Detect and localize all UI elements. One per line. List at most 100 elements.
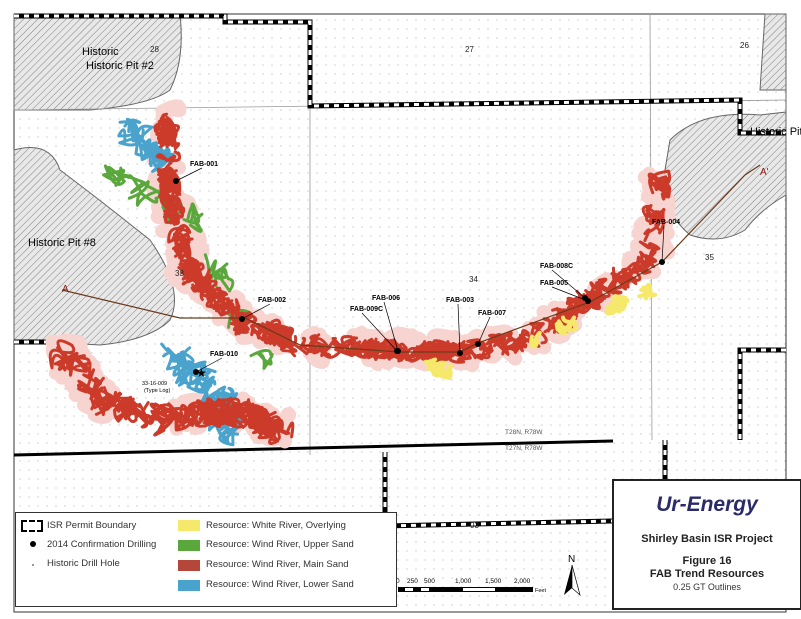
lower-sand-outline (176, 352, 204, 386)
type-log-label: 33-16-009 (142, 381, 167, 387)
main-sand-outline (158, 127, 177, 150)
main-sand-outline (118, 400, 138, 424)
leader-line (195, 357, 223, 373)
north-label: N (568, 554, 575, 565)
lower-sand-swatch (178, 580, 200, 591)
project-name: Shirley Basin ISR Project (641, 533, 773, 545)
historic-hole-dot-icon (32, 564, 34, 566)
figure-title: FAB Trend Resources (649, 568, 765, 580)
main-sand-outline (162, 202, 177, 219)
leader-line (175, 167, 203, 182)
drill-hole-dot[interactable] (394, 348, 400, 354)
section-03: 03 (470, 521, 479, 530)
main-sand-outline (48, 339, 76, 370)
legend-main-sand: Resource: Wind River, Main Sand (206, 559, 349, 570)
overlying-outline (439, 363, 453, 379)
drill-hole-label: FAB-007 (478, 310, 506, 317)
drill-hole-dot[interactable] (659, 259, 665, 265)
main-sand-outline (187, 268, 213, 291)
drill-hole-dot[interactable] (193, 369, 199, 375)
section-label-a-prime: A' (760, 167, 769, 178)
main-sand-outline (180, 262, 205, 286)
confirmation-drill-holes: FAB-001 FAB-002 FAB-003 FAB-004 FAB-005 FAB-0… (173, 161, 680, 375)
main-sand-outline (434, 341, 454, 358)
leader-line (241, 303, 271, 320)
main-sand-outline (173, 238, 191, 257)
leader-line (457, 303, 461, 354)
main-sand-outline (268, 421, 295, 445)
main-sand-outline (340, 335, 360, 355)
leader-line (383, 301, 399, 352)
main-sand-swatch (178, 560, 200, 571)
main-sand-outline (215, 396, 239, 419)
scale-tick-1000: 1,000 (455, 578, 472, 585)
main-sand-outline (389, 342, 410, 363)
permit-boundary-swatch (21, 520, 43, 532)
main-sand-outline (267, 326, 292, 347)
main-sand-outline (53, 346, 76, 371)
township-line (13, 439, 614, 457)
main-sand-outline (181, 260, 201, 281)
main-sand-outline (378, 338, 396, 358)
leader-line (361, 312, 398, 352)
scale-tick-1500: 1,500 (485, 578, 502, 585)
drill-hole-label: FAB-001 (190, 161, 218, 168)
section-label-a: A (62, 284, 69, 295)
main-sand-outline (219, 303, 241, 317)
upper-sand-outline (124, 174, 150, 200)
overlying-outline (637, 285, 650, 301)
main-sand-outline (189, 399, 210, 421)
drill-hole-dot[interactable] (582, 295, 588, 301)
main-sand-outline (91, 388, 118, 412)
drill-hole-label: FAB-010 (210, 351, 238, 358)
legend-confirmation-drilling: 2014 Confirmation Drilling (47, 539, 157, 550)
historic-pit-8 (13, 147, 175, 346)
legend-white-river: Resource: White River, Overlying (206, 520, 346, 531)
main-sand-outline (501, 331, 527, 356)
main-sand-outline (246, 411, 269, 434)
section-28: 28 (150, 45, 159, 54)
scale-tick-250: 250 (407, 578, 418, 585)
lower-sand-outline (162, 347, 185, 371)
legend-lower-sand: Resource: Wind River, Lower Sand (206, 579, 354, 590)
scale-bar: 0 250 500 1,000 1,500 2,000 Feet (396, 578, 546, 594)
main-sand-outline (288, 336, 312, 358)
main-sand-halo (361, 341, 400, 371)
overlying-outline (609, 294, 628, 312)
pit-label-3: Historic Pit #3 (750, 126, 801, 138)
north-arrow-icon: N (564, 554, 581, 597)
main-sand-outline (231, 400, 257, 416)
main-sand-outline (160, 132, 177, 149)
lower-sand-outline (186, 364, 213, 394)
main-sand-outline (178, 247, 191, 266)
legend-historic-drill-hole: Historic Drill Hole (47, 558, 120, 569)
leader-line (477, 316, 491, 345)
drill-hole-label: FAB-009C (350, 306, 383, 313)
main-sand-outline (639, 250, 656, 275)
township-t27n: T27N, R78W (505, 445, 543, 452)
scale-unit: Feet (535, 588, 546, 594)
section-35: 35 (705, 253, 714, 262)
main-sand-outline (255, 321, 276, 342)
main-sand-outline (459, 344, 477, 362)
main-sand-outline (155, 150, 182, 169)
main-sand-outline (174, 402, 197, 432)
drill-hole-dot[interactable] (475, 341, 481, 347)
upper-sand-outline (102, 166, 129, 182)
drill-hole-label: FAB-003 (446, 297, 474, 304)
section-33: 33 (175, 269, 184, 278)
figure-subtitle: 0.25 GT Outlines (673, 582, 741, 592)
main-sand-outline (159, 181, 175, 202)
leader-line (551, 286, 589, 302)
figure-number: Figure 16 (682, 555, 732, 567)
main-sand-outline (606, 274, 623, 295)
drill-hole-dot[interactable] (239, 316, 245, 322)
historic-pit-3 (663, 13, 787, 240)
drill-hole-dot[interactable] (173, 178, 179, 184)
confirmation-dot-icon (30, 541, 36, 547)
drill-hole-label: FAB-008C (540, 263, 573, 270)
drill-hole-dot[interactable] (457, 350, 463, 356)
pit-label-8: Historic Pit #8 (28, 237, 96, 249)
drill-hole-label: FAB-002 (258, 297, 286, 304)
section-27: 27 (465, 45, 474, 54)
